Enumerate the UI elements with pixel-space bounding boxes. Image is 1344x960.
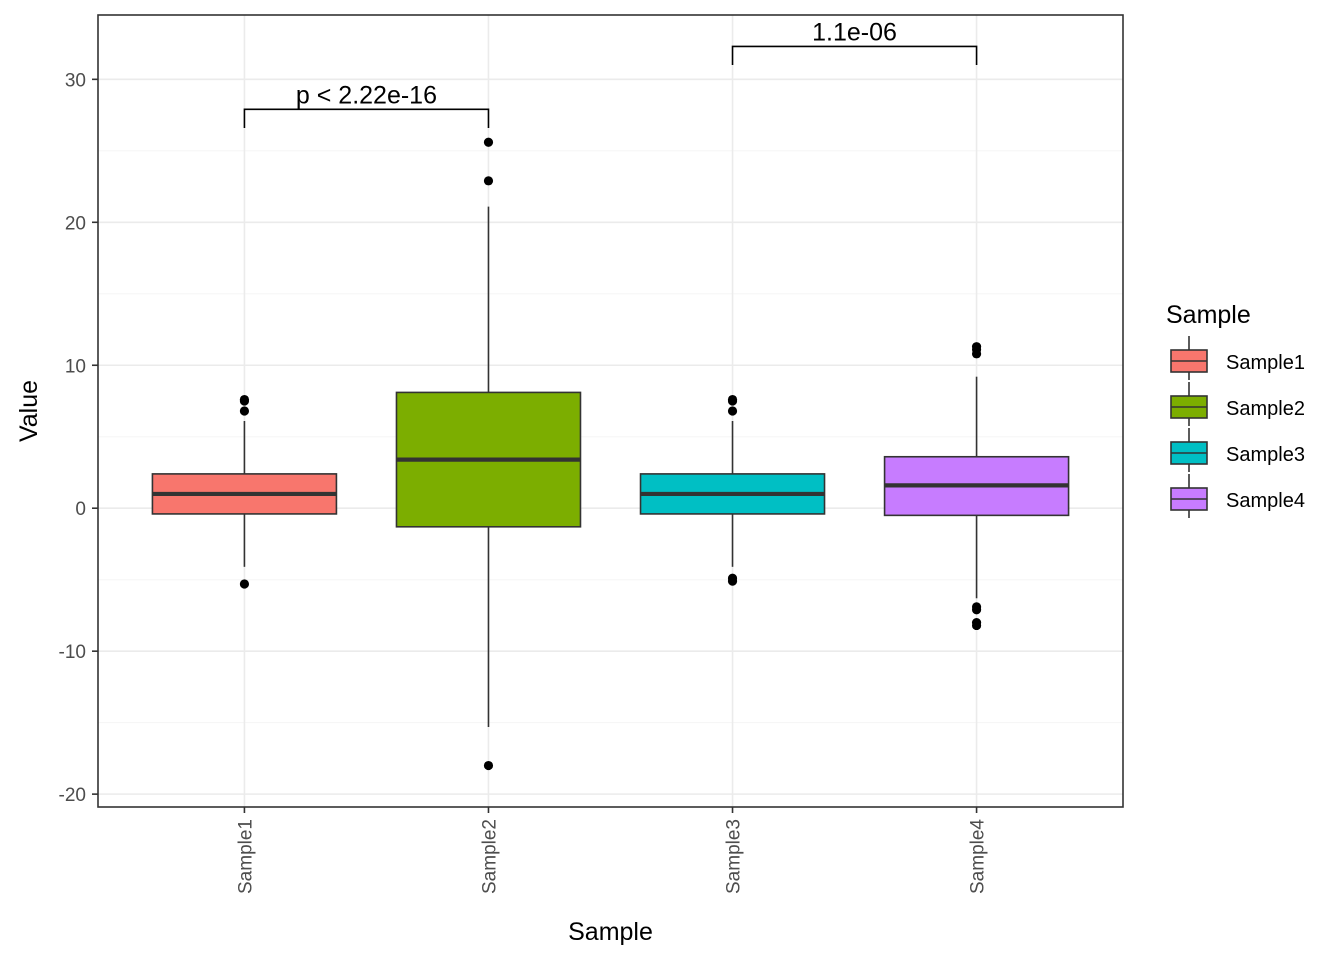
legend-title: Sample <box>1166 301 1251 329</box>
legend-item: Sample2 <box>1170 382 1305 426</box>
y-tick-label: -10 <box>59 642 86 663</box>
y-tick-label: 0 <box>75 499 86 520</box>
y-tick-label: 10 <box>65 356 86 377</box>
legend-label: Sample1 <box>1226 352 1305 374</box>
legend-item: Sample4 <box>1170 474 1305 518</box>
y-axis-title: Value <box>15 380 43 442</box>
outlier-point <box>483 137 494 147</box>
legend-item: Sample1 <box>1170 336 1305 380</box>
box-sample4 <box>883 342 1070 631</box>
y-tick-label: -20 <box>59 785 86 806</box>
p-value-label: 1.1e-06 <box>812 18 897 46</box>
legend-label: Sample4 <box>1226 490 1305 512</box>
outlier-point <box>239 579 250 589</box>
legend-label: Sample2 <box>1226 398 1305 420</box>
comparison-bracket-0: p < 2.22e-16 <box>243 81 490 128</box>
bracket-line <box>243 108 490 128</box>
y-tick-label: 20 <box>65 213 86 234</box>
panel-border <box>97 14 1124 808</box>
box-sample2 <box>395 137 582 771</box>
x-axis-title: Sample <box>568 918 653 946</box>
comparison-bracket-1: 1.1e-06 <box>731 18 978 66</box>
outlier-point <box>727 396 738 406</box>
p-value-label: p < 2.22e-16 <box>296 81 437 109</box>
outlier-point <box>483 760 494 771</box>
box-sample3 <box>639 394 826 586</box>
outlier-point <box>971 605 982 615</box>
bracket-line <box>731 45 978 66</box>
outlier-point <box>239 406 250 416</box>
outlier-point <box>727 406 738 416</box>
legend-item: Sample3 <box>1170 428 1305 472</box>
plot-panel <box>98 15 1123 807</box>
outlier-point <box>971 620 982 631</box>
x-tick-label: Sample3 <box>724 819 745 894</box>
x-tick-label: Sample2 <box>479 819 500 894</box>
legend: Sample Sample1 Sample2 Sample3 Sample4 <box>1166 301 1305 518</box>
legend-label: Sample3 <box>1226 444 1305 466</box>
y-tick-label: 30 <box>65 70 86 91</box>
outlier-point <box>239 396 250 406</box>
outlier-point <box>727 576 738 586</box>
x-tick-label: Sample1 <box>235 819 256 894</box>
outlier-point <box>483 176 494 186</box>
x-tick-label: Sample4 <box>968 819 989 894</box>
outlier-point <box>971 349 982 359</box>
box-sample1 <box>151 394 338 589</box>
